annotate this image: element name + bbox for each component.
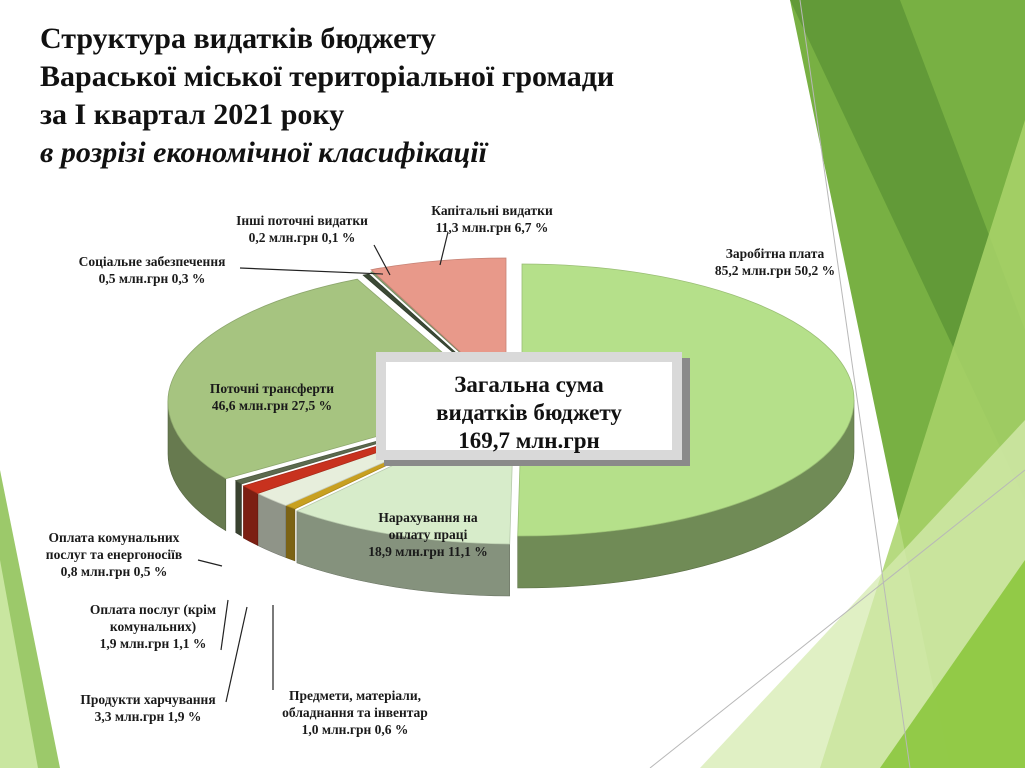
total-box: Загальна сума видатків бюджету 169,7 млн… xyxy=(376,352,690,466)
pie-slice-side xyxy=(285,505,296,562)
slice-label-line: оплату праці xyxy=(389,527,468,542)
title-line-3: за І квартал 2021 року xyxy=(40,98,345,131)
slice-label-line: Предмети, матеріали, xyxy=(289,688,421,703)
total-box-line-3: 169,7 млн.грн xyxy=(458,428,600,453)
leader-lines xyxy=(197,231,449,703)
slice-label: Нарахування на оплату праці 18,9 млн.грн 1… xyxy=(368,510,487,559)
slice-label-line: 3,3 млн.грн 1,9 % xyxy=(95,709,202,724)
page-title: Структура видатків бюджету Вараської міс… xyxy=(40,20,760,172)
leader-line xyxy=(439,231,449,266)
deco-line xyxy=(649,469,1025,768)
slice-label-line: 85,2 млн.грн 50,2 % xyxy=(715,263,835,278)
slice-label: Оплата послуг (крім комунальних) 1,9 млн.г… xyxy=(90,602,216,651)
slice-label: Соціальне забезпечення 0,5 млн.грн 0,3 % xyxy=(79,254,226,286)
slice-label: Продукти харчування 3,3 млн.грн 1,9 % xyxy=(80,692,215,724)
slice-label-line: 0,8 млн.грн 0,5 % xyxy=(61,564,168,579)
slice-label-line: комунальних) xyxy=(110,619,196,634)
slice-label: Оплата комунальних послуг та енергоносіїв… xyxy=(46,530,182,579)
slice-label-line: Заробітна плата xyxy=(726,246,825,261)
leader-line xyxy=(373,244,391,276)
slice-label-line: Соціальне забезпечення xyxy=(79,254,226,269)
slice-label-line: Нарахування на xyxy=(378,510,478,525)
slice-label-line: 0,5 млн.грн 0,3 % xyxy=(99,271,206,286)
total-box-line-2: видатків бюджету xyxy=(436,400,622,425)
slice-labels: Заробітна плата 85,2 млн.грн 50,2 % Нараху… xyxy=(46,203,835,737)
slice-label-line: Поточні трансферти xyxy=(210,381,334,396)
slice-label-line: Оплата комунальних xyxy=(49,530,180,545)
slice-label-line: обладнання та інвентар xyxy=(282,705,428,720)
total-box-inner xyxy=(386,362,672,450)
deco-line xyxy=(799,0,911,768)
pie-slice-side xyxy=(243,485,259,546)
pie-slice-side xyxy=(235,480,242,537)
slice-label-line: Продукти харчування xyxy=(80,692,215,707)
slice-label: Капітальні видатки 11,3 млн.грн 6,7 % xyxy=(431,203,553,235)
slice-label-line: 1,0 млн.грн 0,6 % xyxy=(302,722,409,737)
total-box-line-1: Загальна сума xyxy=(454,372,604,397)
title-subtitle: в розрізі економічної класифікації xyxy=(40,136,487,169)
leader-line xyxy=(197,559,223,567)
title-line-1: Структура видатків бюджету xyxy=(40,22,436,55)
slice-label: Предмети, матеріали, обладнання та інвент… xyxy=(282,688,428,737)
deco-facet-mid xyxy=(880,560,1025,768)
slice-label: Заробітна плата 85,2 млн.грн 50,2 % xyxy=(715,246,835,278)
leader-line xyxy=(220,599,229,651)
leader-line xyxy=(239,267,384,275)
pie-slice xyxy=(167,278,501,480)
slice-label-line: 0,2 млн.грн 0,1 % xyxy=(249,230,356,245)
slice-label: Поточні трансферти 46,6 млн.грн 27,5 % xyxy=(210,381,334,413)
deco-facet-left-light xyxy=(0,560,38,768)
slice-label-line: Інші поточні видатки xyxy=(236,213,368,228)
leader-line xyxy=(225,606,248,703)
slice-label-line: 46,6 млн.грн 27,5 % xyxy=(212,398,332,413)
slice-label-line: послуг та енергоносіїв xyxy=(46,547,182,562)
pie-depth-layer xyxy=(167,399,855,597)
title-line-2: Вараської міської територіальної громади xyxy=(40,60,615,93)
slice-label-line: 1,9 млн.грн 1,1 % xyxy=(100,636,207,651)
slice-label-line: 18,9 млн.грн 11,1 % xyxy=(368,544,487,559)
slice-label-line: Капітальні видатки xyxy=(431,203,553,218)
slice-label-line: Оплата послуг (крім xyxy=(90,602,216,617)
slice-label-line: 11,3 млн.грн 6,7 % xyxy=(436,220,549,235)
slice-label: Інші поточні видатки 0,2 млн.грн 0,1 % xyxy=(236,213,368,245)
